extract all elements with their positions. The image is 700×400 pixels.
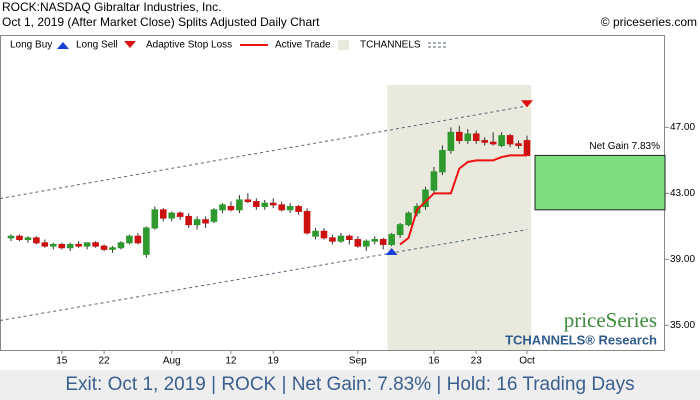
candle-body — [58, 243, 66, 249]
candle-body — [456, 131, 463, 142]
credit: © priceseries.com — [601, 15, 697, 29]
watermark: priceSeries — [564, 308, 657, 332]
watermark-sub: TCHANNELS® Research — [505, 332, 657, 347]
candle-body — [523, 140, 531, 156]
candle-body — [7, 235, 15, 239]
candle-body — [371, 239, 379, 242]
candle-body — [126, 235, 133, 244]
candle-body — [33, 237, 40, 244]
candle-body — [219, 204, 226, 211]
candle-body — [227, 206, 235, 211]
candle-body — [312, 230, 319, 237]
candle-body — [489, 141, 497, 145]
candle-body — [405, 212, 412, 226]
chart-title: ROCK:NASDAQ Gibraltar Industries, Inc. — [2, 0, 221, 14]
x-tick-label: 19 — [268, 356, 280, 367]
candle-body — [278, 204, 285, 211]
stop-loss-line — [399, 154, 527, 246]
candle-body — [515, 143, 522, 146]
y-tick-label: 43.00 — [670, 188, 695, 199]
candle-body — [83, 242, 91, 247]
candle-body — [143, 227, 150, 255]
candle-body — [168, 212, 176, 219]
candle-body — [379, 239, 387, 245]
candle-body — [337, 235, 345, 242]
candle-body — [41, 242, 49, 247]
legend-label: Long Buy — [10, 40, 52, 51]
candle-body — [464, 133, 472, 142]
candle-body — [447, 131, 455, 151]
candle-body — [481, 140, 489, 143]
candle-body — [430, 171, 438, 191]
legend-label: Adaptive Stop Loss — [146, 40, 232, 51]
candle-body — [295, 206, 302, 212]
candle-body — [472, 133, 480, 142]
candle-body — [346, 235, 353, 241]
candle-body — [362, 240, 370, 247]
x-tick-label: 22 — [98, 356, 110, 367]
legend-icon — [124, 41, 136, 48]
candle-body — [439, 149, 446, 173]
legend-label: TCHANNELS — [360, 40, 421, 51]
candle-body — [329, 237, 336, 242]
candle-body — [320, 230, 328, 239]
candle-body — [92, 242, 99, 247]
channel-line — [0, 229, 528, 322]
x-tick-label: Sep — [349, 356, 367, 367]
candle-body — [185, 215, 192, 226]
legend-icon — [57, 42, 69, 49]
legend-label: Long Sell — [76, 40, 118, 51]
candle-body — [151, 209, 159, 229]
candle-body — [16, 235, 23, 241]
net-gain-box — [534, 154, 666, 211]
buy-arrow — [385, 248, 398, 256]
candle-body — [49, 243, 57, 247]
net-gain-label: Net Gain 7.83% — [589, 141, 660, 152]
candle-body — [269, 202, 277, 206]
candle-body — [193, 219, 201, 226]
candle-body — [109, 247, 116, 250]
footer-band — [0, 370, 700, 400]
candle-body — [75, 243, 82, 247]
channel-line — [0, 105, 528, 200]
y-tick-label: 35.00 — [670, 320, 695, 331]
candle-body — [159, 209, 167, 219]
sell-arrow — [521, 100, 533, 108]
candle-body — [396, 224, 404, 236]
y-tick-label: 47.00 — [670, 122, 695, 133]
legend-icon — [338, 40, 349, 50]
x-tick-label: 15 — [56, 356, 68, 367]
candle-body — [286, 206, 294, 211]
x-tick-label: Oct — [519, 356, 535, 367]
footer: Exit: Oct 1, 2019 | ROCK | Net Gain: 7.8… — [65, 374, 634, 395]
candle-body — [66, 243, 74, 249]
candle-body — [100, 245, 108, 250]
x-tick-label: 12 — [225, 356, 237, 367]
candle-body — [253, 201, 260, 208]
x-tick-label: 23 — [471, 356, 483, 367]
candle-body — [498, 135, 505, 146]
candle-body — [210, 209, 218, 222]
candle-body — [202, 219, 209, 224]
x-tick-label: Aug — [163, 356, 181, 367]
candle-body — [388, 234, 395, 245]
candle-body — [117, 242, 125, 249]
candle-body — [244, 199, 252, 203]
candle-body — [134, 235, 142, 244]
candle-body — [261, 202, 269, 208]
chart-subtitle: Oct 1, 2019 (After Market Close) Splits … — [2, 15, 320, 29]
candle-body — [236, 199, 243, 211]
candle-body — [24, 237, 32, 241]
candle-body — [303, 210, 311, 234]
x-tick-label: 16 — [428, 356, 440, 367]
candle-body — [506, 135, 514, 145]
legend-label: Active Trade — [275, 40, 331, 51]
candle-body — [176, 212, 184, 217]
y-tick-label: 39.00 — [670, 254, 695, 265]
candle-body — [354, 239, 362, 247]
